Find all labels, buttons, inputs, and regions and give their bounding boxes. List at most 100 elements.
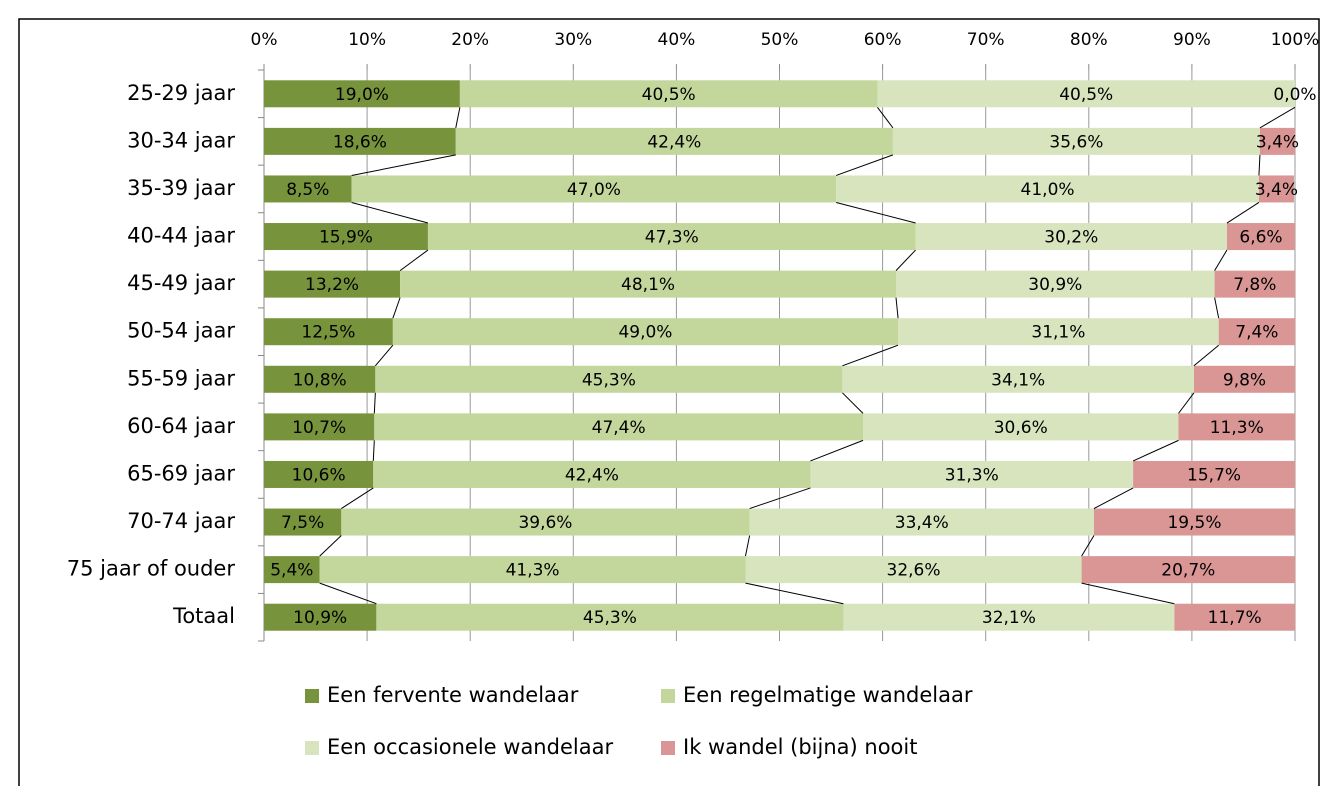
data-label: 42,4% xyxy=(565,465,619,485)
data-label: 31,1% xyxy=(1031,323,1085,343)
y-tick-label: 75 jaar of ouder xyxy=(67,557,236,581)
bar-segment xyxy=(374,413,864,441)
series-line xyxy=(749,487,811,510)
legend-label: Een regelmatige wandelaar xyxy=(683,683,973,707)
bar-segment xyxy=(1174,603,1295,631)
bar-segment xyxy=(749,508,1094,536)
data-label: 33,4% xyxy=(895,513,949,533)
bar-segment xyxy=(264,365,376,393)
bar-segment xyxy=(898,318,1219,346)
bar-segment xyxy=(836,175,1259,203)
bar-segment xyxy=(896,270,1215,298)
bar-segment xyxy=(745,556,1082,584)
legend-label: Ik wandel (bijna) nooit xyxy=(683,735,917,759)
bar-segment xyxy=(264,460,374,488)
data-label: 32,6% xyxy=(887,561,941,581)
data-label: 10,9% xyxy=(293,608,347,628)
bar-segment xyxy=(351,175,837,203)
series-line xyxy=(1193,344,1220,367)
series-line xyxy=(1258,154,1261,176)
data-label: 13,2% xyxy=(305,275,359,295)
bar-segment xyxy=(842,365,1194,393)
data-label: 30,9% xyxy=(1028,275,1082,295)
bar-segment xyxy=(264,508,342,536)
legend-swatch xyxy=(661,741,675,755)
data-label: 40,5% xyxy=(642,85,696,105)
y-tick-label: 25-29 jaar xyxy=(127,81,235,105)
bar-segment xyxy=(1193,365,1295,393)
bar-segment xyxy=(341,508,750,536)
series-line xyxy=(877,106,894,129)
data-label: 15,9% xyxy=(319,228,373,248)
bar-segment xyxy=(1178,413,1295,441)
data-label: 45,3% xyxy=(582,370,636,390)
bar-segment xyxy=(1093,508,1295,536)
bar-segment xyxy=(810,460,1134,488)
bar-segment xyxy=(1218,318,1295,346)
bar-segment xyxy=(392,318,899,346)
data-label: 49,0% xyxy=(618,323,672,343)
y-tick-label: 30-34 jaar xyxy=(127,128,235,152)
data-label: 18,6% xyxy=(333,132,387,152)
data-label: 7,4% xyxy=(1235,323,1278,343)
y-tick-label: Totaal xyxy=(172,604,235,628)
data-label: 11,3% xyxy=(1210,418,1264,438)
data-label: 10,8% xyxy=(293,370,347,390)
series-line xyxy=(810,439,864,462)
series-line xyxy=(842,392,864,414)
bar-segment xyxy=(264,318,393,346)
data-label: 11,7% xyxy=(1208,608,1262,628)
chart-border xyxy=(18,18,1320,786)
data-label: 39,6% xyxy=(518,513,572,533)
legend-label: Een fervente wandelaar xyxy=(327,683,579,707)
data-label: 19,0% xyxy=(335,85,389,105)
bar-segment xyxy=(1258,175,1294,203)
data-label: 20,7% xyxy=(1161,561,1215,581)
data-label: 42,4% xyxy=(647,132,701,152)
series-line xyxy=(836,154,894,176)
y-tick-label: 40-44 jaar xyxy=(127,224,235,248)
data-label: 47,0% xyxy=(567,180,621,200)
bar-segment xyxy=(264,413,375,441)
bar-segment xyxy=(264,223,428,251)
bar-segment xyxy=(427,223,916,251)
x-tick-label: 60% xyxy=(864,30,902,50)
y-tick-label: 70-74 jaar xyxy=(127,509,235,533)
bar-segment xyxy=(892,127,1260,155)
series-line xyxy=(836,201,916,224)
series-line xyxy=(1132,439,1179,462)
series-line xyxy=(1214,297,1220,319)
legend-swatch xyxy=(661,689,675,703)
data-label: 30,2% xyxy=(1044,228,1098,248)
x-tick-label: 40% xyxy=(658,30,696,50)
series-line xyxy=(319,582,377,605)
data-label: 47,3% xyxy=(645,228,699,248)
x-tick-label: 0% xyxy=(251,30,278,50)
bar-segment xyxy=(264,603,377,631)
data-label: 0,0% xyxy=(1273,85,1316,105)
data-label: 35,6% xyxy=(1049,132,1103,152)
data-label: 10,7% xyxy=(292,418,346,438)
series-line xyxy=(455,107,461,128)
bar-segment xyxy=(1226,223,1295,251)
series-line xyxy=(1259,106,1296,129)
legend-label: Een occasionele wandelaar xyxy=(327,735,613,759)
x-tick-label: 70% xyxy=(967,30,1005,50)
series-line xyxy=(373,392,376,414)
data-label: 15,7% xyxy=(1187,465,1241,485)
series-line xyxy=(319,535,342,557)
x-tick-label: 100% xyxy=(1271,30,1320,50)
bar-segment xyxy=(1133,460,1295,488)
bar-segment xyxy=(319,556,746,584)
bar-segment xyxy=(400,270,897,298)
series-line xyxy=(341,487,374,509)
data-label: 19,5% xyxy=(1167,513,1221,533)
bar-segment xyxy=(459,80,878,108)
x-tick-label: 20% xyxy=(451,30,489,50)
data-label: 41,0% xyxy=(1021,180,1075,200)
data-label: 5,4% xyxy=(270,561,313,581)
series-line xyxy=(1178,392,1195,414)
series-line xyxy=(1214,249,1228,271)
bar-segment xyxy=(264,556,320,584)
x-tick-label: 90% xyxy=(1173,30,1211,50)
